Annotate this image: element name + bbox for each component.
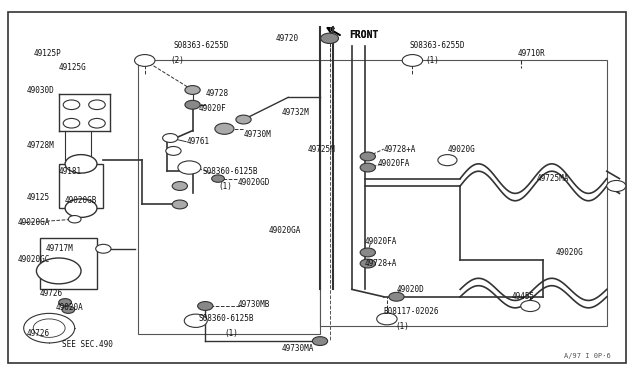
- Circle shape: [185, 100, 200, 109]
- Text: 49020GC: 49020GC: [17, 255, 50, 264]
- Text: 49125: 49125: [27, 193, 50, 202]
- Text: 49730M: 49730M: [244, 130, 271, 139]
- Circle shape: [96, 244, 111, 253]
- Circle shape: [402, 55, 422, 66]
- Circle shape: [63, 118, 80, 128]
- Text: 49730MA: 49730MA: [282, 344, 314, 353]
- Circle shape: [36, 258, 81, 284]
- Text: 49732M: 49732M: [282, 108, 310, 117]
- Text: 49020G: 49020G: [556, 248, 584, 257]
- Text: 49455: 49455: [511, 292, 534, 301]
- Circle shape: [172, 182, 188, 190]
- Text: 49728M: 49728M: [27, 141, 54, 150]
- Text: 49726: 49726: [40, 289, 63, 298]
- Text: S08360-6125B: S08360-6125B: [199, 314, 255, 323]
- Circle shape: [438, 155, 457, 166]
- Text: FRONT: FRONT: [349, 30, 378, 40]
- Bar: [59, 164, 103, 208]
- Bar: [40, 238, 97, 289]
- Text: S08363-6255D: S08363-6255D: [409, 41, 465, 50]
- Text: 49728+A: 49728+A: [384, 145, 416, 154]
- Text: 49020F: 49020F: [199, 104, 227, 113]
- Bar: [320, 61, 607, 326]
- Circle shape: [185, 86, 200, 94]
- Text: 49730MB: 49730MB: [237, 300, 269, 309]
- Circle shape: [134, 55, 155, 66]
- Circle shape: [24, 313, 75, 343]
- Text: 49710R: 49710R: [518, 49, 545, 58]
- Circle shape: [321, 33, 339, 44]
- Text: (1): (1): [225, 329, 238, 338]
- Text: 49725MA: 49725MA: [537, 174, 569, 183]
- Text: 49020GA: 49020GA: [17, 218, 50, 227]
- Circle shape: [607, 180, 626, 192]
- Text: S08360-6125B: S08360-6125B: [202, 167, 258, 176]
- Circle shape: [521, 301, 540, 311]
- Circle shape: [89, 118, 105, 128]
- Circle shape: [89, 100, 105, 110]
- Circle shape: [198, 302, 213, 310]
- Circle shape: [172, 200, 188, 209]
- Text: 49020GB: 49020GB: [65, 196, 97, 205]
- Text: (1): (1): [218, 182, 232, 190]
- Circle shape: [65, 199, 97, 217]
- Circle shape: [178, 161, 201, 174]
- Circle shape: [65, 155, 97, 173]
- Text: 49020GD: 49020GD: [237, 178, 269, 187]
- Circle shape: [184, 314, 207, 327]
- Circle shape: [360, 152, 376, 161]
- Circle shape: [212, 175, 225, 182]
- Circle shape: [360, 248, 376, 257]
- Text: 49728: 49728: [205, 89, 228, 98]
- Circle shape: [377, 313, 397, 325]
- Text: 49728+A: 49728+A: [365, 259, 397, 268]
- Circle shape: [312, 337, 328, 346]
- Text: 49020FA: 49020FA: [365, 237, 397, 246]
- Circle shape: [166, 147, 181, 155]
- Circle shape: [59, 299, 72, 306]
- Circle shape: [63, 100, 80, 110]
- Circle shape: [33, 319, 65, 337]
- Text: A/97 I 0P·6: A/97 I 0P·6: [564, 353, 611, 359]
- Text: 49726: 49726: [27, 329, 50, 338]
- Text: 49020FA: 49020FA: [378, 159, 410, 169]
- Text: (1): (1): [425, 56, 439, 65]
- Text: 49125G: 49125G: [59, 63, 86, 72]
- Text: 49181: 49181: [59, 167, 82, 176]
- Text: (1): (1): [395, 322, 409, 331]
- Bar: [138, 61, 320, 334]
- Text: 49020GA: 49020GA: [269, 226, 301, 235]
- Text: 49720: 49720: [275, 34, 298, 43]
- Text: 49717M: 49717M: [46, 244, 74, 253]
- Text: 49125P: 49125P: [33, 49, 61, 58]
- Circle shape: [389, 292, 404, 301]
- Text: FRONT: FRONT: [349, 30, 378, 40]
- Circle shape: [236, 115, 251, 124]
- Text: SEE SEC.490: SEE SEC.490: [62, 340, 113, 349]
- Text: 49761: 49761: [186, 137, 209, 146]
- Circle shape: [68, 215, 81, 223]
- Text: 49030D: 49030D: [27, 86, 54, 94]
- Circle shape: [215, 123, 234, 134]
- Text: S08363-6255D: S08363-6255D: [173, 41, 229, 50]
- Circle shape: [163, 134, 178, 142]
- Text: 49020A: 49020A: [56, 303, 83, 312]
- Text: (2): (2): [170, 56, 184, 65]
- Text: 49725M: 49725M: [307, 145, 335, 154]
- Circle shape: [62, 306, 75, 313]
- Text: 49020D: 49020D: [396, 285, 424, 294]
- Text: B08117-02026: B08117-02026: [384, 307, 439, 316]
- Text: 49020G: 49020G: [447, 145, 475, 154]
- Circle shape: [360, 163, 376, 172]
- Circle shape: [360, 259, 376, 268]
